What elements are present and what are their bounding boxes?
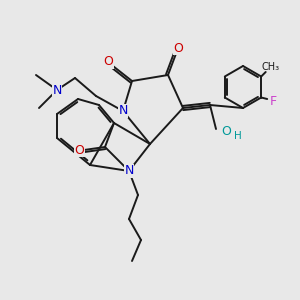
Text: O: O [174,41,183,55]
Text: H: H [234,130,242,141]
Text: F: F [270,95,277,109]
Text: CH₃: CH₃ [261,61,279,72]
Text: O: O [222,125,231,139]
Text: N: N [124,164,134,178]
Text: O: O [75,143,84,157]
Text: O: O [103,55,113,68]
Text: N: N [52,83,62,97]
Text: N: N [118,104,128,118]
